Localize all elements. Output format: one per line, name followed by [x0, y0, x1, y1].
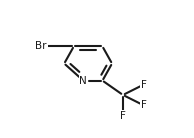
Text: F: F: [140, 100, 146, 110]
Text: F: F: [120, 111, 126, 121]
Text: Br: Br: [35, 41, 47, 51]
Text: N: N: [80, 76, 87, 86]
Text: F: F: [140, 80, 146, 90]
